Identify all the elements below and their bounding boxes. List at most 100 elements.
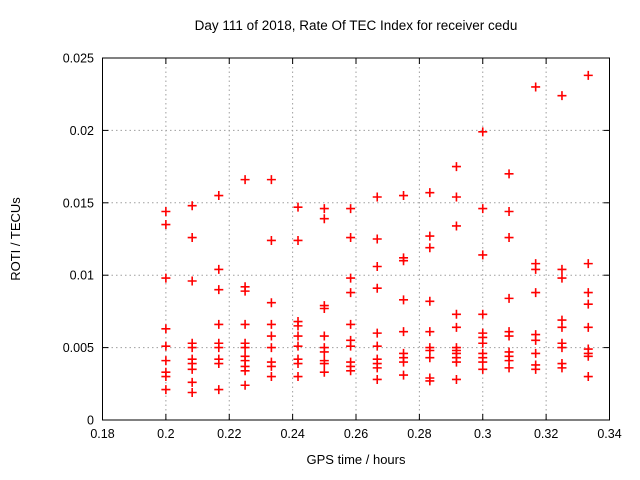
data-point-marker [478,204,488,214]
data-point-marker [531,264,541,274]
x-tick-label: 0.22 [217,427,241,441]
data-point-marker [504,331,514,341]
data-point-marker [161,220,171,230]
data-point-marker [266,343,276,353]
data-point-marker [346,319,356,329]
x-tick-label: 0.32 [534,427,558,441]
data-point-marker [346,273,356,283]
data-point-marker [399,191,409,201]
data-point-marker [372,234,382,244]
data-point-marker [557,322,567,332]
data-point-marker [425,231,435,241]
grid-layer [102,58,610,420]
data-point-marker [319,204,329,214]
data-point-marker [372,283,382,293]
data-point-marker [504,206,514,216]
x-tick-label: 0.28 [407,427,431,441]
data-point-marker [451,309,461,319]
data-point-marker [319,214,329,224]
data-point-marker [214,319,224,329]
data-point-marker [478,364,488,374]
x-tick-label: 0.24 [280,427,304,441]
data-point-marker [293,372,303,382]
data-point-marker [425,353,435,363]
y-tick-label: 0.005 [63,341,94,355]
data-point-marker [451,192,461,202]
data-point-marker [583,322,593,332]
data-point-marker [504,363,514,373]
data-point-marker [557,91,567,101]
data-point-marker [557,273,567,283]
data-point-marker [266,235,276,245]
y-axis-label: ROTI / TECUs [8,197,23,281]
data-point-marker [319,359,329,369]
data-point-marker [187,233,197,243]
data-point-marker [240,175,250,185]
data-point-marker [583,70,593,80]
data-point-marker [478,309,488,319]
data-point-marker [187,364,197,374]
data-point-marker [531,82,541,92]
y-tick-label: 0 [87,414,94,428]
data-point-marker [214,191,224,201]
data-point-marker [266,319,276,329]
data-point-marker [451,357,461,367]
data-point-marker [346,288,356,298]
x-tick-label: 0.2 [157,427,174,441]
data-point-marker [161,356,171,366]
data-point-marker [266,298,276,308]
data-point-marker [187,343,197,353]
y-tick-label: 0.025 [63,52,94,66]
tick-label-layer: 0.18 0.2 0.22 0.24 0.26 0.28 0.3 0.32 0.34 0 0.005… [63,52,622,442]
data-point-marker [531,335,541,345]
data-point-marker [372,374,382,384]
data-point-marker [240,380,250,390]
x-tick-label: 0.18 [90,427,114,441]
data-point-marker [187,201,197,211]
data-point-marker [583,299,593,309]
data-point-marker [240,286,250,296]
data-point-marker [504,169,514,179]
data-point-marker [557,363,567,373]
data-point-marker [531,364,541,374]
data-point-marker [266,331,276,341]
data-point-marker [214,359,224,369]
data-point-marker [319,347,329,357]
data-point-marker [161,341,171,351]
data-point-marker [187,276,197,286]
data-point-marker [293,331,303,341]
chart-title: Day 111 of 2018, Rate Of TEC Index for r… [195,18,518,33]
x-tick-label: 0.26 [344,427,368,441]
data-point-marker [319,367,329,377]
data-point-marker [451,162,461,172]
data-point-marker [293,235,303,245]
data-point-marker [531,288,541,298]
y-tick-label: 0.01 [70,269,94,283]
data-point-marker [451,374,461,384]
data-point-marker [557,343,567,353]
data-point-marker [557,264,567,274]
data-point-marker [451,221,461,231]
data-point-marker [293,341,303,351]
x-tick-label: 0.3 [474,427,491,441]
data-point-marker [240,343,250,353]
data-point-marker [319,331,329,341]
data-point-marker [372,192,382,202]
data-point-marker [214,264,224,274]
data-point-marker [372,341,382,351]
data-point-marker [161,206,171,216]
y-tick-label: 0.015 [63,196,94,210]
plot-border [102,57,610,421]
data-point-marker [187,377,197,387]
data-point-marker [504,233,514,243]
data-point-marker [161,273,171,283]
data-point-marker [583,351,593,361]
data-point-marker [266,361,276,371]
data-point-marker [161,385,171,395]
data-point-layer [161,70,593,397]
data-point-marker [293,321,303,331]
data-point-marker [346,204,356,214]
data-point-marker [214,343,224,353]
